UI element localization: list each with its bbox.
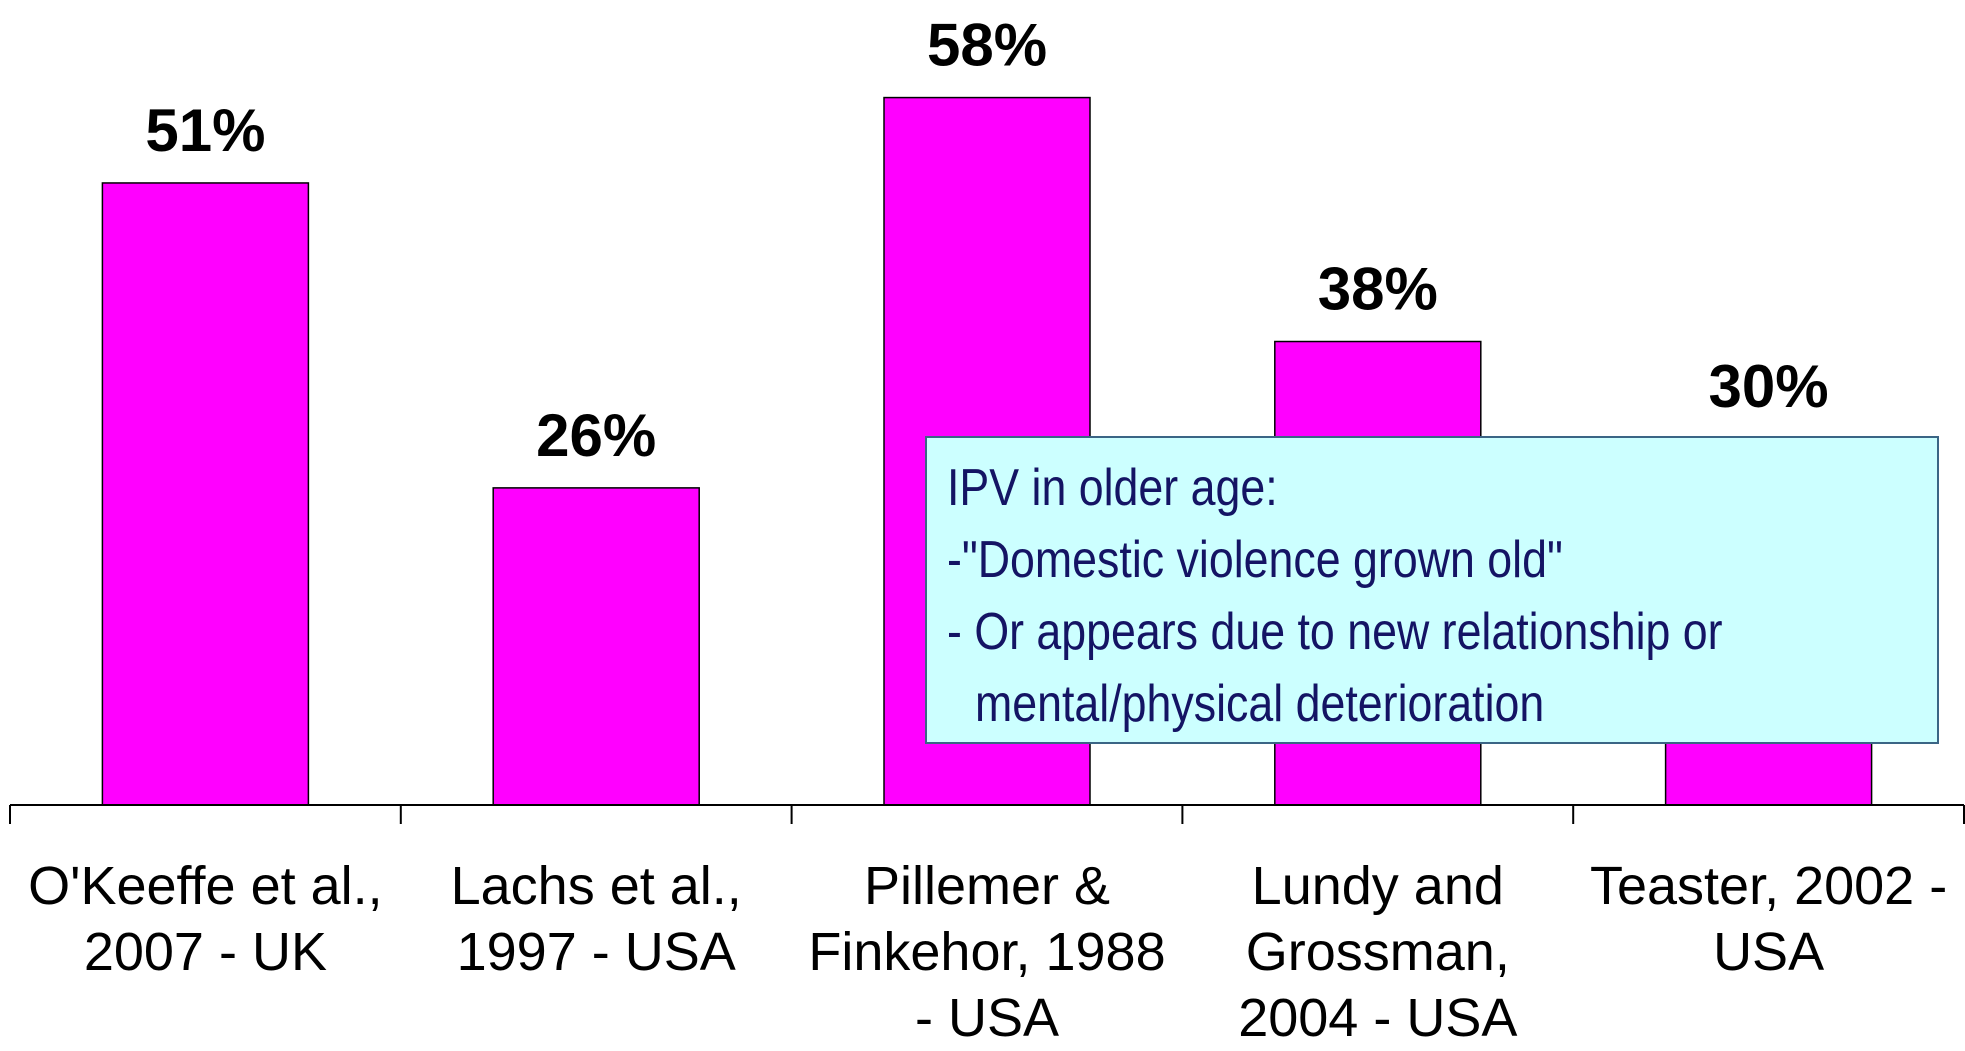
- x-tick-label: Pillemer & Finkehor, 1988 - USA: [808, 856, 1166, 1048]
- annotation-box: IPV in older age: -"Domestic violence gro…: [925, 436, 1939, 744]
- data-label: 58%: [927, 12, 1047, 79]
- bar: [101, 182, 310, 806]
- data-label: 38%: [1318, 256, 1438, 323]
- x-tick-label: O'Keeffe et al., 2007 - UK: [28, 856, 383, 982]
- annotation-line: mental/physical deterioration: [975, 675, 1545, 733]
- x-tick-label: Lundy and Grossman, 2004 - USA: [1238, 856, 1518, 1048]
- data-label: 51%: [145, 97, 265, 164]
- x-tick-label: Teaster, 2002 - USA: [1589, 856, 1948, 982]
- annotation-line: IPV in older age:: [947, 459, 1278, 517]
- bar: [492, 487, 700, 806]
- annotation-line: -"Domestic violence grown old": [947, 531, 1563, 589]
- x-tick-label: Lachs et al., 1997 - USA: [450, 856, 742, 982]
- data-label: 26%: [536, 402, 656, 469]
- data-label: 30%: [1709, 353, 1829, 420]
- annotation-line: - Or appears due to new relationship or: [947, 603, 1723, 661]
